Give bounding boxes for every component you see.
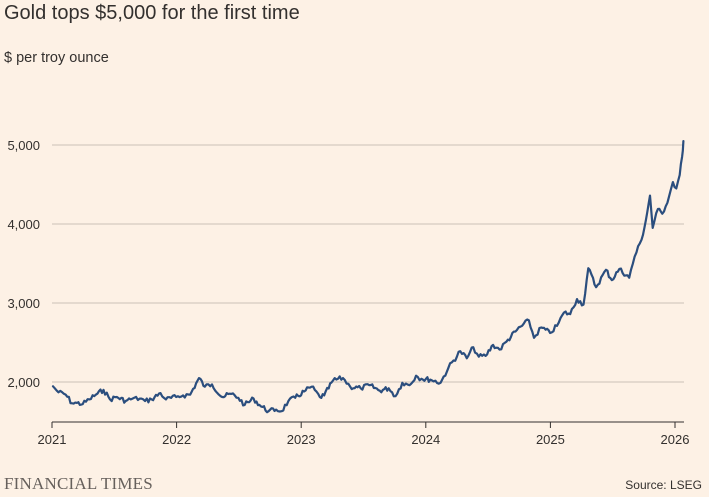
y-tick-label-5000: 5,000 (7, 138, 40, 153)
series-line-gold-price (51, 140, 685, 414)
source-note: Source: LSEG (625, 478, 702, 492)
y-tick-label-2000: 2,000 (7, 375, 40, 390)
x-tick-label-2024: 2024 (411, 432, 440, 447)
x-tick-label-2022: 2022 (162, 432, 191, 447)
chart-title: Gold tops $5,000 for the first time (4, 2, 300, 24)
x-tick-label-2021: 2021 (38, 432, 67, 447)
x-tick-label-2023: 2023 (287, 432, 316, 447)
x-tick-label-2026: 2026 (661, 432, 690, 447)
x-tick-label-2025: 2025 (536, 432, 565, 447)
publisher-logo: FINANCIAL TIMES (4, 474, 153, 493)
chart-subtitle: $ per troy ounce (4, 50, 109, 66)
y-tick-label-4000: 4,000 (7, 217, 40, 232)
y-tick-label-3000: 3,000 (7, 296, 40, 311)
